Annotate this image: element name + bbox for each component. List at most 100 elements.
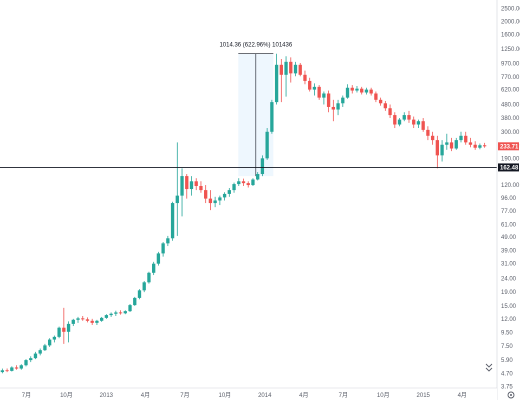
candle: [90, 318, 94, 325]
time-tick-label: 2014: [258, 393, 272, 399]
measure-tool[interactable]: 1014.36 (622.96%) 101436: [219, 43, 293, 177]
time-axis-bg[interactable]: [0, 388, 497, 400]
chart-controls[interactable]: [485, 363, 515, 399]
candle: [100, 316, 104, 322]
candle-body: [10, 367, 14, 371]
candle-body: [52, 336, 57, 340]
candle: [241, 178, 246, 187]
time-tick-label: 10月: [218, 392, 231, 399]
candle: [166, 235, 170, 247]
candle: [114, 310, 118, 317]
candle: [369, 87, 373, 96]
candle: [293, 61, 298, 77]
candle-body: [326, 93, 331, 107]
candle-body: [147, 272, 151, 283]
candle: [345, 84, 350, 99]
candle: [227, 188, 231, 197]
candle-body: [336, 103, 340, 110]
candle-body: [161, 243, 165, 254]
candle-body: [166, 238, 170, 244]
last-price-label: 233.71: [500, 144, 519, 150]
candle: [66, 321, 71, 343]
candle: [298, 63, 302, 77]
candle-body: [284, 61, 288, 75]
candle-body: [109, 313, 113, 316]
candle: [246, 181, 250, 188]
price-tick-label: 620.00: [501, 88, 520, 94]
candle: [317, 85, 321, 100]
candle-body: [445, 142, 449, 145]
candle-body: [24, 360, 28, 366]
candle-body: [270, 102, 274, 132]
price-axis[interactable]: 3.75 4.70 5.90 7.50 9.50 12.00 15.00 19.00 24.00…: [496, 0, 520, 400]
time-tick-label: 4月: [458, 392, 467, 399]
candle: [52, 335, 57, 343]
candle: [393, 112, 397, 129]
candle-body: [33, 353, 38, 359]
price-tick-label: 24.00: [501, 277, 517, 283]
candle: [85, 317, 90, 323]
candle-body: [407, 115, 411, 120]
candle: [412, 116, 416, 129]
candle-body: [43, 345, 47, 351]
candle: [104, 314, 109, 319]
candle-body: [364, 89, 369, 93]
price-tick-label: 2500.00: [501, 7, 520, 13]
price-tick-label: 3.75: [501, 384, 513, 390]
price-tick-label: 1250.00: [501, 47, 520, 53]
candle-body: [289, 61, 293, 74]
candle: [402, 112, 406, 122]
candle-body: [260, 158, 265, 175]
candle-body: [237, 181, 241, 185]
candle-body: [303, 74, 307, 81]
candle-body: [331, 106, 335, 110]
gear-icon[interactable]: [507, 391, 515, 399]
price-tick-label: 380.00: [501, 116, 520, 122]
candle: [459, 131, 463, 143]
candle: [312, 83, 317, 96]
candle-body: [123, 311, 127, 314]
price-axis-bg[interactable]: [497, 0, 520, 400]
candle-body: [57, 327, 61, 337]
price-tick-label: 190.00: [501, 156, 520, 162]
candle: [175, 142, 179, 236]
candle: [170, 201, 175, 241]
measure-label: 1014.36 (622.96%) 101436: [219, 43, 292, 49]
candle-body: [29, 358, 33, 361]
candle-body: [478, 145, 482, 148]
candle: [426, 126, 430, 141]
candle-body: [19, 365, 23, 369]
chevron-double-down-icon[interactable]: [485, 363, 493, 372]
candle-body: [180, 176, 184, 196]
chevron-double-down-icon[interactable]: [485, 363, 493, 372]
candle-body: [137, 290, 142, 298]
candle-body: [66, 323, 71, 332]
price-tick-label: 770.00: [501, 75, 520, 81]
candle: [185, 174, 189, 199]
time-axis[interactable]: 7月 10月 2013 4月 7月 10月 2014 4月 7月 10月 2015 4月: [0, 387, 497, 400]
price-tick-label: 2000.00: [501, 20, 520, 26]
candle-body: [341, 97, 345, 104]
gear-icon[interactable]: [507, 391, 515, 399]
candle: [464, 131, 468, 145]
candle-body: [317, 86, 321, 98]
price-tick-label: 19.00: [501, 290, 517, 296]
candle: [123, 310, 127, 315]
candle: [331, 99, 335, 122]
candle-body: [194, 181, 198, 187]
candle-body: [312, 86, 317, 90]
price-tick-label: 96.00: [501, 196, 517, 202]
candle-body: [421, 121, 425, 130]
candle: [308, 77, 312, 92]
candle: [161, 242, 165, 257]
candle: [270, 99, 274, 134]
candle-body: [388, 108, 392, 116]
candle-body: [256, 174, 260, 180]
candle: [142, 281, 146, 293]
candle: [109, 312, 113, 317]
candle-body: [298, 64, 302, 75]
candle: [435, 135, 440, 169]
candle-body: [293, 64, 298, 74]
